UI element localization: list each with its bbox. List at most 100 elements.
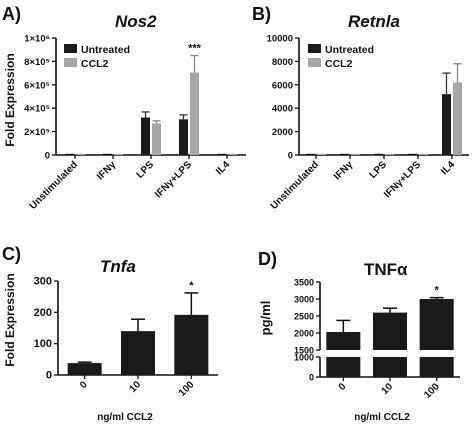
- y-tick-label: 6×10⁵: [24, 80, 50, 91]
- bar-upper-segment: [419, 299, 454, 350]
- y-tick-label: 3000: [294, 295, 314, 305]
- legend-untreated-swatch: [308, 44, 321, 53]
- panel-d-title: TNFα: [364, 260, 408, 279]
- bar-lower-segment: [326, 357, 361, 377]
- y-tick-label: 0: [46, 370, 52, 382]
- legend-untreated-label: Untreated: [325, 44, 374, 56]
- panel-b-title: Retnla: [348, 12, 400, 31]
- y-tick-label: 200: [34, 307, 52, 319]
- bar: [114, 153, 123, 155]
- panel-d-label: D): [258, 249, 277, 269]
- y-tick-label: 300: [34, 276, 52, 288]
- significance-marker: *: [189, 280, 194, 292]
- bar: [179, 119, 188, 155]
- x-tick-label: 100: [422, 381, 442, 401]
- y-tick-label: 10000: [267, 34, 293, 45]
- y-tick-label: 3500: [294, 278, 314, 288]
- panel-c-plot-area: 0 100 200 300 0 10 100 *: [34, 276, 218, 399]
- panel-b-retnla: B) Retnla 0 2000 4000 6000 8000 10000 Unstimul…: [252, 4, 469, 212]
- bar: [67, 363, 102, 375]
- y-tick-label: 2500: [294, 312, 314, 322]
- x-tick-label: 100: [177, 379, 197, 399]
- bar: [385, 153, 394, 155]
- x-tick-label: LPS: [368, 159, 390, 181]
- panel-c-label: C): [2, 244, 21, 264]
- bar: [121, 331, 155, 375]
- panel-c-title: Tnfa: [100, 257, 136, 276]
- bar: [76, 153, 85, 155]
- bar: [453, 82, 462, 155]
- y-tick-label: 4000: [272, 104, 293, 115]
- y-tick-label: 8000: [272, 57, 293, 68]
- panel-b-label: B): [252, 4, 271, 24]
- bar: [103, 153, 112, 155]
- significance-marker: ***: [188, 43, 202, 55]
- panel-d-x-axis-label: ng/ml CCL2: [354, 412, 410, 423]
- y-tick-label: 0: [288, 151, 293, 162]
- panel-c-tnfa: C) Tnfa Fold Expression ng/ml CCL2 0 100 2…: [2, 244, 218, 423]
- panel-b-plot-area: 0 2000 4000 6000 8000 10000 Unstimulated IFNγ LP…: [267, 34, 469, 212]
- bar-lower-segment: [419, 357, 454, 377]
- bar: [374, 153, 383, 155]
- y-tick-label: 2×10⁵: [24, 127, 50, 138]
- y-tick-label: 1000: [294, 353, 314, 363]
- legend-ccl2-label: CCL2: [325, 58, 353, 70]
- x-tick-label: IL4: [214, 159, 232, 177]
- y-tick-label: 0: [309, 373, 314, 383]
- x-tick-label: LPS: [135, 159, 157, 181]
- x-tick-label: IFNγ+LPS: [382, 159, 423, 200]
- x-tick-label: Unstimulated: [28, 159, 81, 212]
- significance-marker: *: [435, 285, 440, 297]
- panel-a-title: Nos2: [115, 12, 157, 31]
- y-tick-label: 2000: [272, 127, 293, 138]
- panel-c-x-axis-label: ng/ml CCL2: [97, 412, 153, 423]
- y-tick-label: 100: [34, 338, 52, 350]
- x-tick-label: IL4: [439, 159, 457, 177]
- x-tick-label: 10: [127, 379, 143, 395]
- panel-a-plot-area: 0 2×10⁵ 4×10⁵ 6×10⁵ 8×10⁵ 1×10⁶ Unstimulated IF…: [24, 34, 246, 212]
- y-tick-label: 2000: [294, 329, 314, 339]
- y-tick-label: 6000: [272, 80, 293, 91]
- panel-d-y-axis-label: pg/ml: [258, 301, 273, 336]
- x-tick-label: IFNγ: [95, 159, 118, 182]
- x-tick-label: 0: [337, 381, 349, 393]
- panel-b-legend: Untreated CCL2: [308, 44, 374, 70]
- bar-upper-segment: [326, 331, 361, 350]
- bar: [174, 314, 209, 375]
- legend-ccl2-swatch: [308, 58, 321, 67]
- bar: [351, 153, 360, 155]
- x-tick-label: Unstimulated: [269, 159, 322, 212]
- legend-untreated-swatch: [64, 44, 77, 53]
- bar: [141, 117, 150, 155]
- panel-c-y-axis-label: Fold Expression: [3, 273, 17, 366]
- legend-ccl2-swatch: [64, 58, 77, 67]
- x-tick-label: 10: [379, 381, 395, 397]
- y-tick-label: 8×10⁵: [24, 57, 50, 68]
- panel-a-legend: Untreated CCL2: [64, 44, 130, 70]
- legend-ccl2-label: CCL2: [81, 58, 109, 70]
- bar-upper-segment: [373, 312, 407, 350]
- panel-d-tnf-alpha: D) TNFα pg/ml ng/ml CCL2 010001500200025…: [258, 249, 460, 423]
- bar: [152, 123, 161, 155]
- bar: [228, 153, 237, 155]
- x-tick-label: IFNγ+LPS: [153, 159, 194, 200]
- x-tick-label: IFNγ: [332, 159, 355, 182]
- legend-untreated-label: Untreated: [81, 44, 130, 56]
- bar: [442, 94, 451, 155]
- bar: [190, 72, 199, 155]
- bar: [217, 153, 226, 155]
- y-tick-label: 1×10⁶: [24, 34, 50, 45]
- bar: [306, 153, 315, 155]
- panel-a-nos2: A) Nos2 Fold Expression 0 2×10⁵ 4×10⁵ 6×10⁵…: [2, 4, 246, 212]
- bar: [419, 153, 428, 155]
- bar-lower-segment: [373, 357, 407, 377]
- bar: [65, 153, 74, 155]
- bar: [317, 153, 326, 155]
- bar: [340, 153, 349, 155]
- y-tick-label: 4×10⁵: [24, 104, 50, 115]
- y-tick-label: 1500: [294, 346, 314, 356]
- bar: [408, 153, 417, 155]
- panel-a-label: A): [2, 4, 21, 24]
